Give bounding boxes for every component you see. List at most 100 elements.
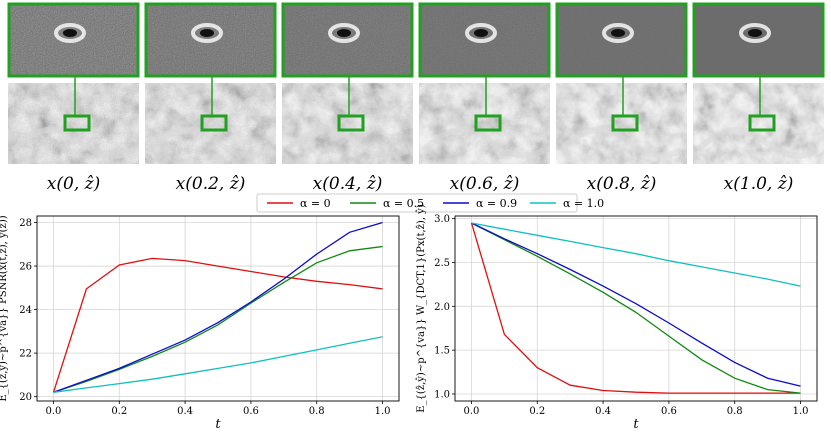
eye-pupil (474, 29, 488, 37)
inset-box (200, 114, 228, 132)
series-line (53, 221, 383, 393)
inset-box (611, 114, 639, 132)
x-tick-label: 0.6 (661, 406, 677, 417)
inset-box (63, 114, 91, 132)
zoom-crop-border (144, 2, 277, 78)
plot-frame (454, 215, 818, 402)
chipmunk-body (558, 126, 683, 159)
chipmunk-body (147, 126, 272, 159)
zoom-crop (281, 2, 414, 78)
zoom-crop-border (555, 2, 688, 78)
zoom-crop (418, 2, 551, 78)
eye-highlight (739, 23, 771, 43)
legend-label: α = 0 (300, 197, 331, 210)
y-tick-label: 26 (19, 262, 32, 273)
panel-caption: x(0, ẑ) (47, 174, 100, 194)
x-tick-label: 1.0 (793, 406, 809, 417)
zoom-crop-border (281, 2, 414, 78)
zoom-crop-border (692, 2, 825, 78)
x-tick-label: 0.2 (529, 406, 545, 417)
image-panels-row: x(0, ẑ) x(0.2, ẑ) x(0.4, ẑ) x(0.6, ẑ) x(0.8,… (7, 2, 825, 194)
x-tick-label: 0.2 (111, 406, 127, 417)
y-tick-label: 3.0 (434, 214, 450, 225)
x-axis-label: t (215, 417, 221, 432)
chipmunk-body (695, 126, 820, 159)
full-image (282, 77, 413, 164)
grid (37, 216, 399, 401)
eye-highlight (465, 23, 497, 43)
full-image-noise (282, 83, 413, 164)
image-panel: x(0.2, ẑ) (144, 2, 277, 194)
panel-caption: x(1.0, ẑ) (724, 174, 794, 194)
eye-pupil (748, 29, 762, 37)
x-tick-label: 0.8 (727, 406, 743, 417)
psnr-chart: 0.0 0.2 0.4 0.6 0.8 1.0 20 22 24 26 28 t E_{(ẑ,ŷ)~p^… (0, 215, 400, 432)
grid (455, 216, 817, 401)
y-tick-label: 22 (19, 349, 32, 360)
image-panel: x(1.0, ẑ) (692, 2, 825, 194)
y-tick-label: 2.5 (434, 258, 450, 269)
chipmunk-body (10, 126, 135, 159)
series-line (470, 222, 801, 394)
eye-highlight (328, 23, 360, 43)
panel-caption: x(0.8, ẑ) (587, 174, 657, 194)
wasserstein-chart: 0.0 0.2 0.4 0.6 0.8 1.0 1.0 1.5 2.0 2.5 3.0 t E_{(ẑ,… (416, 204, 818, 432)
series-line (471, 222, 801, 394)
eye-pupil (611, 29, 625, 37)
series-line (471, 222, 801, 287)
full-image (556, 77, 687, 164)
legend: α = 0 α = 0.5 α = 0.9 α = 1.0 (256, 193, 604, 213)
full-image-noise (419, 83, 550, 164)
eye-highlight (54, 23, 86, 43)
x-tick-label: 0.6 (243, 406, 259, 417)
y-tick-label: 1.0 (434, 389, 450, 400)
full-image (693, 77, 824, 164)
legend-entry: α = 0.9 (443, 197, 517, 210)
legend-entry: α = 0 (267, 197, 331, 210)
x-tick-label: 0.0 (46, 406, 62, 417)
x-tick-label: 0.8 (309, 406, 325, 417)
full-image-noise (8, 83, 139, 164)
full-image (145, 77, 276, 164)
legend-label: α = 0.9 (476, 197, 517, 210)
image-panel: x(0.8, ẑ) (555, 2, 688, 194)
legend-entry: α = 1.0 (530, 197, 604, 210)
inset-box (474, 114, 502, 132)
series-line (471, 222, 801, 387)
zoom-crop (7, 2, 140, 78)
series-line (53, 336, 383, 393)
image-panel: x(0.4, ẑ) (281, 2, 414, 194)
x-tick-label: 0.4 (595, 406, 611, 417)
y-tick-label: 24 (19, 305, 32, 316)
x-axis-label: t (633, 417, 639, 432)
legend-label: α = 0.5 (383, 197, 424, 210)
image-panel: x(0.6, ẑ) (418, 2, 551, 194)
eye-pupil (337, 29, 351, 37)
panel-caption: x(0.2, ẑ) (176, 174, 246, 194)
legend-label: α = 1.0 (563, 197, 604, 210)
chipmunk-body (421, 126, 546, 159)
full-image-background (693, 83, 824, 164)
eye-pupil (200, 29, 214, 37)
x-tick-label: 0.4 (177, 406, 193, 417)
panel-caption: x(0.6, ẑ) (450, 174, 520, 194)
zoom-crop (555, 2, 688, 78)
series-line (53, 245, 383, 393)
zoom-crop (144, 2, 277, 78)
full-image-noise (145, 83, 276, 164)
y-tick-label: 28 (19, 218, 32, 229)
full-image (419, 77, 550, 164)
inset-box (748, 114, 776, 132)
inset-box (337, 114, 365, 132)
image-panel: x(0, ẑ) (7, 2, 140, 194)
y-tick-label: 20 (19, 392, 32, 403)
eye-highlight (602, 23, 634, 43)
y-tick-label: 1.5 (434, 346, 450, 357)
eye-pupil (63, 29, 77, 37)
chipmunk-body (284, 126, 409, 159)
panel-caption: x(0.4, ẑ) (313, 174, 383, 194)
y-axis-label: E_{(ẑ,ŷ)~p^{va}} PSNR(x(t,ẑ), y(ẑ)) (0, 215, 9, 401)
legend-entry: α = 0.5 (350, 197, 424, 210)
eye-highlight (191, 23, 223, 43)
zoom-crop-border (418, 2, 551, 78)
